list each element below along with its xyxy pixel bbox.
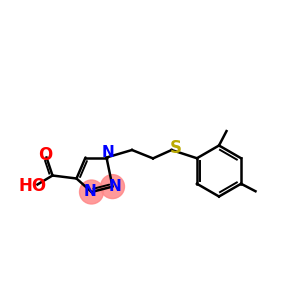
Circle shape — [80, 180, 103, 204]
Text: N: N — [109, 179, 121, 194]
Text: O: O — [38, 146, 52, 164]
Text: HO: HO — [19, 177, 47, 195]
Text: N: N — [84, 184, 96, 200]
Circle shape — [100, 175, 124, 199]
Text: N: N — [102, 145, 114, 160]
Text: S: S — [169, 139, 181, 157]
